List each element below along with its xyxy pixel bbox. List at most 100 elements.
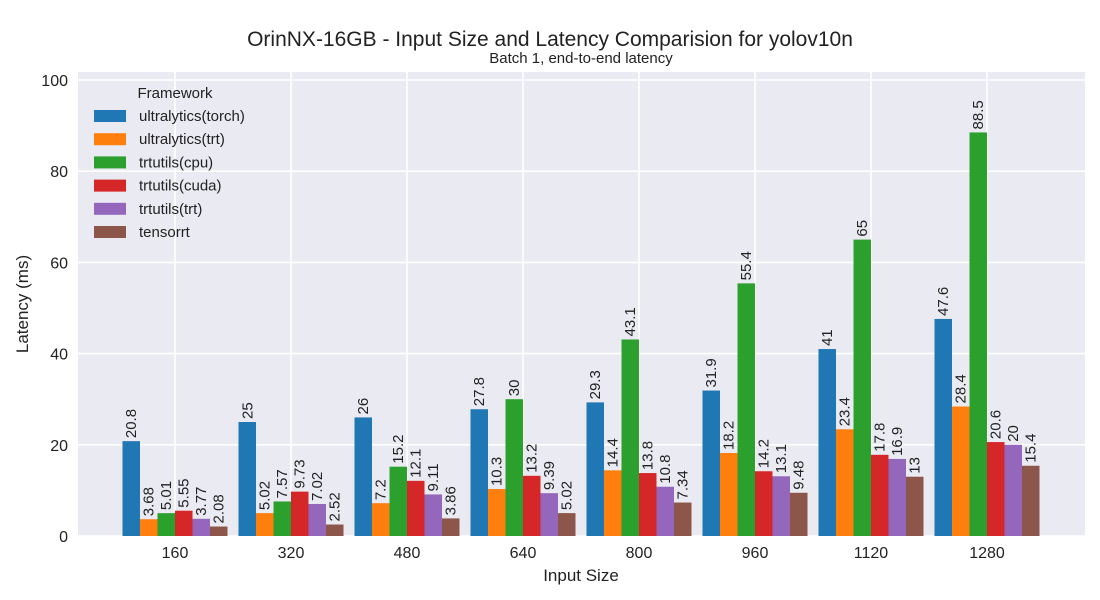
y-tick-label: 100 (41, 73, 68, 90)
bar-value-label: 5.02 (559, 481, 576, 510)
bar (424, 494, 442, 536)
bar (273, 501, 291, 536)
bar (488, 489, 506, 536)
bar (326, 524, 344, 536)
legend-swatch (94, 110, 126, 122)
bar (888, 458, 906, 536)
legend-swatch (94, 156, 126, 169)
x-axis-label: Input Size (543, 566, 619, 585)
bar-value-label: 7.02 (309, 472, 326, 501)
y-tick-label: 80 (50, 164, 68, 181)
bar (987, 442, 1005, 536)
bar-value-label: 9.11 (425, 463, 442, 491)
bar (470, 409, 488, 536)
bar-value-label: 18.2 (721, 421, 738, 450)
bar-value-label: 20.8 (123, 409, 140, 438)
bar (720, 453, 738, 536)
bar-value-label: 55.4 (738, 251, 755, 280)
bar-value-label: 13.2 (524, 444, 541, 473)
x-axis-ticks: 160 320 480 640 800 960 1120 1280 (162, 545, 1005, 562)
y-tick-label: 60 (50, 255, 68, 272)
x-tick-label: 1120 (854, 545, 889, 562)
bar (372, 503, 390, 536)
bar-value-label: 3.86 (443, 486, 460, 515)
bar-value-label: 14.2 (756, 439, 773, 468)
legend-swatch (94, 226, 126, 238)
y-tick-label: 20 (50, 438, 68, 455)
bar-value-label: 15.2 (390, 434, 407, 463)
bar-value-label: 41 (819, 329, 836, 346)
legend-item-label: ultralytics(trt) (139, 131, 225, 148)
bar-value-label: 13.8 (640, 441, 657, 470)
bar-value-label: 9.48 (791, 461, 808, 490)
bar (1022, 465, 1040, 536)
bar (210, 526, 228, 536)
bar-value-label: 5.55 (176, 478, 193, 507)
bar (175, 510, 193, 536)
bar (702, 390, 720, 536)
legend-item-label: trtutils(cuda) (139, 178, 222, 195)
x-tick-label: 1280 (969, 545, 1005, 562)
bar (291, 491, 309, 536)
bar-value-label: 3.77 (193, 487, 210, 516)
bar-value-label: 7.57 (274, 469, 291, 498)
bar (853, 239, 871, 536)
bar (656, 486, 674, 536)
x-tick-label: 800 (626, 545, 653, 562)
bar (621, 339, 639, 536)
bar-value-label: 7.2 (373, 479, 390, 500)
bar-value-label: 43.1 (622, 307, 639, 336)
bar (122, 441, 140, 536)
bar-value-label: 13 (907, 457, 924, 474)
bar (772, 476, 790, 536)
bar-value-label: 65 (854, 220, 871, 237)
legend-title: Framework (137, 85, 213, 102)
bar (604, 470, 622, 536)
plot-area (78, 72, 1085, 536)
bar-value-label: 30 (506, 380, 523, 397)
chart-title: OrinNX-16GB - Input Size and Latency Com… (247, 28, 853, 51)
bar (407, 480, 425, 536)
bar (836, 429, 854, 536)
bar (558, 513, 576, 536)
legend-item-label: trtutils(trt) (139, 201, 202, 218)
bar-value-label: 9.73 (292, 459, 309, 488)
bar-value-label: 2.08 (211, 494, 228, 523)
bar (755, 471, 773, 536)
bar-value-label: 9.39 (541, 461, 558, 490)
legend-item-label: ultralytics(torch) (139, 108, 245, 125)
legend-swatch (94, 133, 126, 146)
bar-value-label: 14.4 (605, 438, 622, 467)
bar-value-label: 20.6 (988, 410, 1005, 439)
bar-value-label: 88.5 (970, 100, 987, 129)
bar-value-label: 47.6 (935, 287, 952, 316)
data-labels: 20.8 25 26 27.8 29.3 31.9 41 47.6 3.68 5.02 7.2 10.… (123, 100, 1040, 523)
bar (639, 473, 657, 536)
bar (790, 492, 808, 536)
bar-value-label: 20 (1005, 425, 1022, 442)
bar-value-label: 15.4 (1023, 434, 1040, 463)
bar-value-label: 2.52 (327, 492, 344, 521)
bar-value-label: 17.8 (872, 423, 889, 452)
bar (238, 422, 256, 536)
bar (586, 402, 604, 536)
bar (871, 454, 889, 536)
bar (540, 493, 558, 536)
bar-value-label: 3.68 (141, 487, 158, 516)
bar (140, 519, 158, 536)
legend-swatch (94, 179, 126, 192)
bar-value-label: 29.3 (587, 370, 604, 399)
bar-value-label: 12.1 (408, 449, 425, 478)
bar-value-label: 7.34 (675, 470, 692, 499)
bars (122, 132, 1040, 536)
bar (442, 518, 460, 536)
bar-value-label: 10.3 (489, 457, 506, 486)
y-tick-label: 0 (59, 529, 68, 546)
y-axis-ticks: 0 20 40 60 80 100 (41, 73, 68, 546)
bar (157, 513, 175, 536)
x-tick-label: 480 (394, 545, 421, 562)
x-tick-label: 160 (162, 545, 189, 562)
y-axis-label: Latency (ms) (13, 255, 32, 353)
legend: Framework ultralytics(torch) ultralytics(… (94, 85, 245, 241)
legend-item-label: trtutils(cpu) (139, 154, 213, 171)
